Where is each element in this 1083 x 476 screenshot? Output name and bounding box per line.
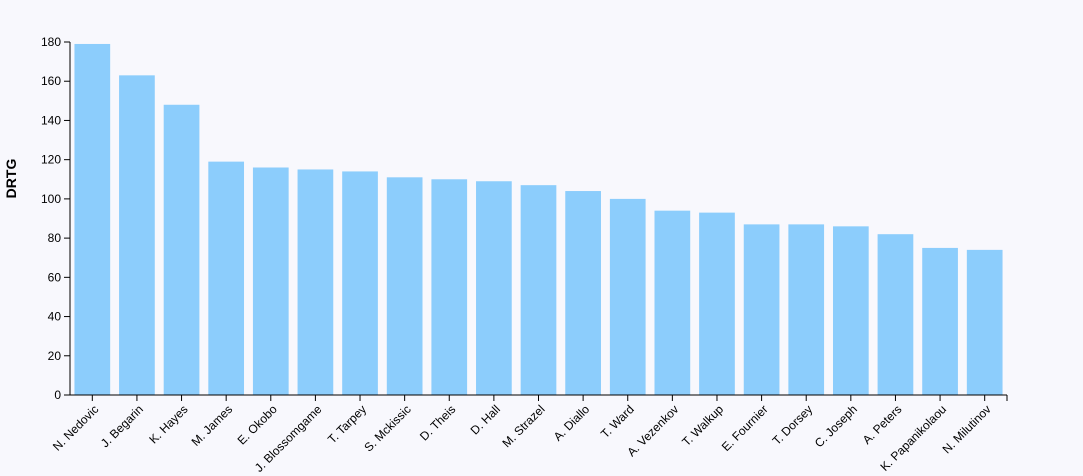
- x-tick-label-3: M. James: [189, 402, 236, 449]
- bar-15: [743, 224, 780, 395]
- x-tick-label-1: J. Begarin: [98, 402, 146, 450]
- bar-3: [208, 161, 245, 395]
- x-tick-label-7: S. Mckissic: [361, 402, 413, 454]
- y-axis-ticks: 0 20 40 60 80 100 120 140 160 180: [41, 35, 70, 402]
- y-tick-label-6: 120: [41, 153, 61, 167]
- x-tick-label-12: T. Ward: [598, 402, 637, 441]
- bar-5: [297, 169, 334, 395]
- y-axis-title: DRTG: [3, 159, 19, 199]
- x-tick-label-11: A. Diallo: [551, 402, 593, 444]
- bar-1: [119, 75, 155, 395]
- bar-8: [431, 179, 468, 395]
- x-tick-label-18: A. Peters: [860, 402, 905, 447]
- bar-0: [74, 43, 111, 396]
- x-tick-label-17: C. Joseph: [812, 402, 860, 450]
- bar-9: [476, 181, 512, 395]
- x-tick-label-20: N. Milutinov: [940, 402, 994, 456]
- y-tick-label-9: 180: [41, 35, 61, 49]
- y-tick-label-3: 60: [48, 270, 62, 284]
- x-tick-label-8: D. Theis: [417, 402, 458, 443]
- bar-10: [520, 185, 557, 395]
- bar-17: [832, 226, 869, 395]
- y-tick-label-2: 40: [48, 310, 62, 324]
- x-tick-label-16: T. Dorsey: [770, 402, 816, 448]
- x-tick-label-6: T. Tarpey: [325, 402, 369, 446]
- y-tick-label-1: 20: [48, 349, 62, 363]
- bars-group: [74, 43, 1003, 396]
- x-tick-label-14: T. Walkup: [679, 402, 726, 449]
- y-tick-label-7: 140: [41, 113, 61, 127]
- x-tick-label-9: D. Hall: [468, 402, 503, 437]
- x-tick-label-4: E. Okobo: [235, 402, 281, 448]
- bar-6: [342, 171, 378, 395]
- bar-20: [966, 249, 1003, 395]
- bar-13: [654, 210, 691, 395]
- x-tick-label-0: N. Nedovic: [50, 402, 101, 453]
- x-tick-label-2: K. Hayes: [146, 402, 190, 446]
- bar-16: [788, 224, 825, 395]
- bar-7: [386, 177, 423, 395]
- bar-2: [163, 104, 200, 395]
- bar-14: [699, 212, 735, 395]
- bar-12: [609, 198, 646, 395]
- bar-4: [252, 167, 289, 395]
- bar-11: [565, 191, 601, 395]
- y-tick-label-4: 80: [48, 231, 62, 245]
- bar-19: [922, 247, 958, 395]
- y-tick-label-8: 160: [41, 74, 61, 88]
- y-tick-label-0: 0: [54, 388, 61, 402]
- bar-18: [877, 234, 914, 395]
- x-tick-label-15: E. Fournier: [719, 402, 771, 454]
- x-tick-label-10: M. Strazel: [499, 402, 547, 450]
- y-tick-label-5: 100: [41, 192, 61, 206]
